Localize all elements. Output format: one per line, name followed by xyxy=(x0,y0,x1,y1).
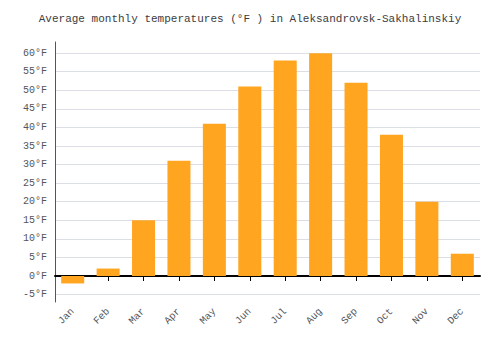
svg-text:Oct: Oct xyxy=(375,306,395,326)
svg-text:15°F: 15°F xyxy=(23,215,47,226)
svg-text:5°F: 5°F xyxy=(29,252,47,263)
svg-text:Jun: Jun xyxy=(233,306,253,326)
svg-text:Feb: Feb xyxy=(92,306,112,326)
svg-text:Mar: Mar xyxy=(127,306,147,326)
svg-text:Jul: Jul xyxy=(269,306,289,326)
svg-text:50°F: 50°F xyxy=(23,85,47,96)
svg-text:25°F: 25°F xyxy=(23,178,47,189)
svg-text:Apr: Apr xyxy=(162,306,182,326)
svg-text:30°F: 30°F xyxy=(23,159,47,170)
svg-text:20°F: 20°F xyxy=(23,196,47,207)
svg-text:0°F: 0°F xyxy=(29,271,47,282)
svg-text:Jan: Jan xyxy=(56,306,76,326)
svg-text:Average monthly temperatures (: Average monthly temperatures (°F ) in Al… xyxy=(39,13,462,25)
svg-text:Dec: Dec xyxy=(446,306,466,326)
svg-text:May: May xyxy=(198,306,218,326)
svg-text:45°F: 45°F xyxy=(23,103,47,114)
svg-text:Nov: Nov xyxy=(410,306,430,326)
svg-text:40°F: 40°F xyxy=(23,122,47,133)
svg-text:35°F: 35°F xyxy=(23,141,47,152)
svg-text:-5°F: -5°F xyxy=(23,289,47,300)
svg-text:Sep: Sep xyxy=(339,306,359,326)
svg-text:Aug: Aug xyxy=(304,306,324,326)
svg-text:55°F: 55°F xyxy=(23,66,47,77)
svg-text:60°F: 60°F xyxy=(23,48,47,59)
svg-text:10°F: 10°F xyxy=(23,233,47,244)
